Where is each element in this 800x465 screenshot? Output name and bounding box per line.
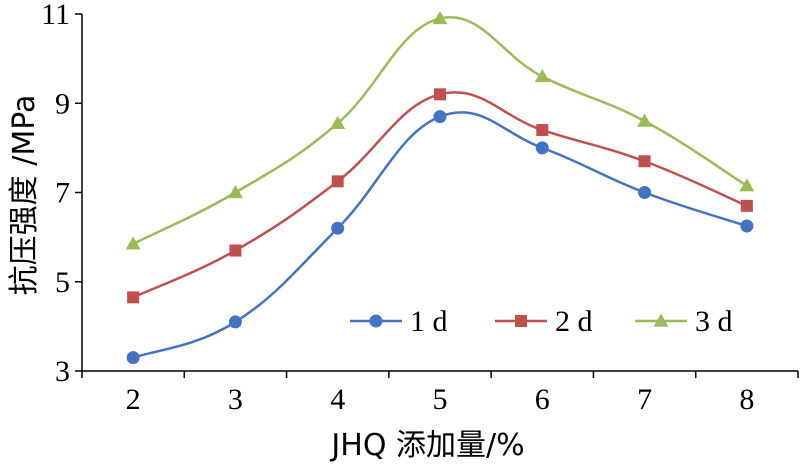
x-tick-label: 6 xyxy=(535,383,550,416)
legend-label: 3 d xyxy=(695,305,733,338)
data-point xyxy=(740,219,754,233)
data-point xyxy=(534,68,550,83)
data-point xyxy=(330,115,346,129)
y-tick-label: 9 xyxy=(55,87,70,120)
data-point xyxy=(331,175,344,188)
legend-marker xyxy=(369,314,383,328)
data-point xyxy=(125,236,141,250)
data-point xyxy=(739,178,755,192)
x-tick-label: 2 xyxy=(126,383,141,416)
y-tick-label: 3 xyxy=(55,355,70,388)
legend-label: 1 d xyxy=(410,305,448,338)
legend-item: 2 d xyxy=(495,305,593,338)
data-point xyxy=(434,88,446,101)
axes xyxy=(75,13,799,378)
data-point xyxy=(535,141,549,155)
y-tick-label: 11 xyxy=(41,0,70,31)
y-tick-label: 7 xyxy=(55,177,70,210)
series-2 xyxy=(127,88,753,304)
data-point xyxy=(227,185,243,199)
legend-marker xyxy=(653,313,669,327)
data-point xyxy=(740,199,753,212)
y-axis-title: 抗压强度 /MPa xyxy=(7,95,42,296)
data-point xyxy=(432,10,448,25)
data-point xyxy=(331,221,345,235)
x-tick-label: 4 xyxy=(330,383,345,416)
legend-marker xyxy=(515,315,527,327)
x-axis-title: JHQ 添加量/% xyxy=(329,428,524,463)
data-point xyxy=(229,244,242,257)
x-tick-label: 3 xyxy=(228,383,243,416)
legend: 1 d 2 d 3 d xyxy=(350,305,733,338)
data-point xyxy=(127,291,140,304)
data-point xyxy=(638,186,652,199)
series-line xyxy=(132,15,748,245)
legend-item: 1 d xyxy=(350,305,448,338)
series-1 xyxy=(126,110,754,365)
data-point xyxy=(536,124,549,137)
series-lines xyxy=(125,10,755,365)
legend-label: 2 d xyxy=(555,305,593,338)
x-tick-label: 8 xyxy=(739,383,754,416)
data-point xyxy=(637,113,653,127)
data-point xyxy=(433,110,447,124)
x-tick-label: 7 xyxy=(637,383,652,416)
x-tick-label: 5 xyxy=(433,383,448,416)
tick-labels: 3 5 7 9 11 2 3 4 5 6 7 8 xyxy=(41,0,754,416)
series-3 xyxy=(125,10,755,250)
data-point xyxy=(228,315,242,329)
data-point xyxy=(638,155,651,168)
data-point xyxy=(126,351,140,365)
y-tick-label: 5 xyxy=(55,266,70,299)
legend-item: 3 d xyxy=(635,305,733,338)
